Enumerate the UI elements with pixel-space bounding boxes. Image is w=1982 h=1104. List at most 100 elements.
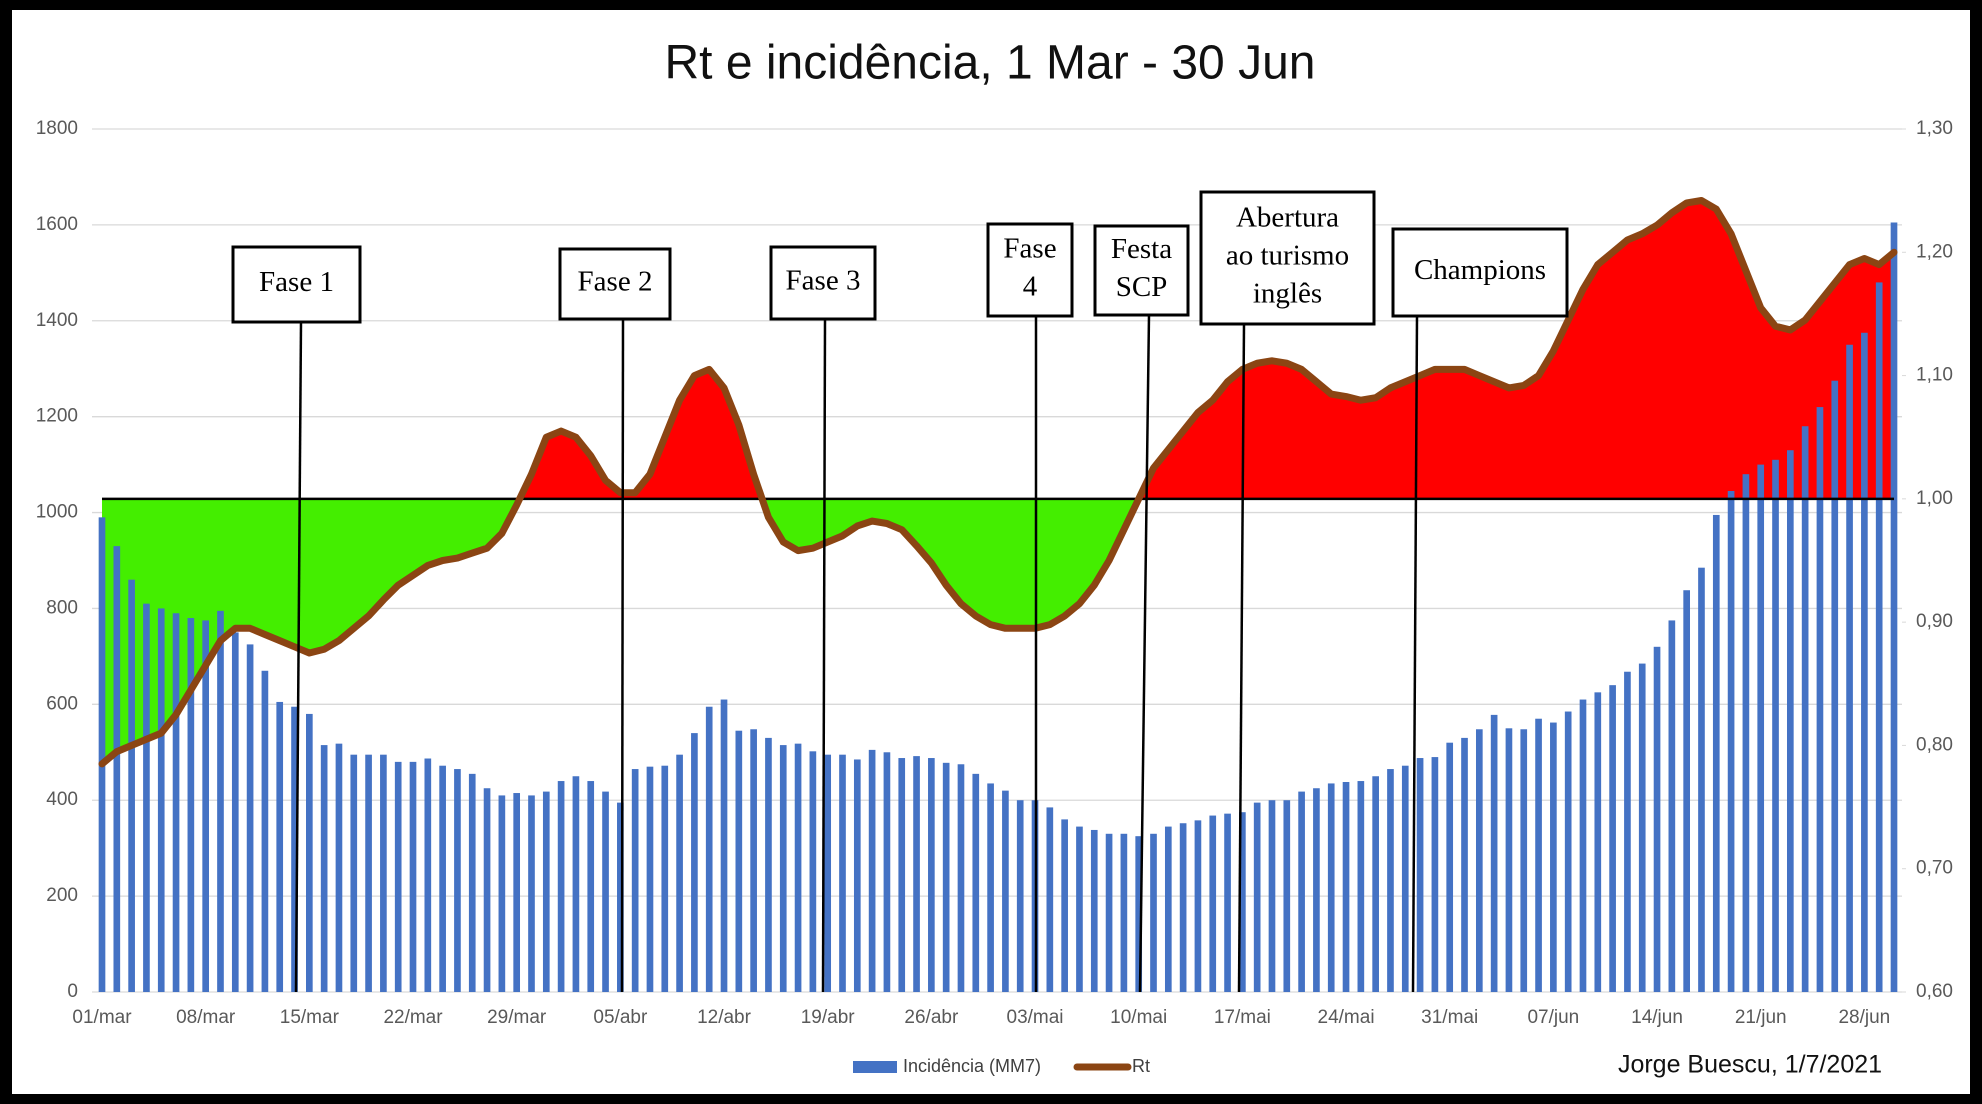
bar xyxy=(1224,813,1231,992)
rt-area-above xyxy=(102,200,1894,499)
bar xyxy=(1564,711,1572,992)
bar xyxy=(617,802,624,992)
bar xyxy=(1090,829,1098,992)
annotation-box xyxy=(769,245,877,321)
x-tick-label: 29/mar xyxy=(487,1007,547,1028)
y-tick-label: 1800 xyxy=(36,118,78,139)
bar xyxy=(1698,567,1705,992)
bar xyxy=(1239,812,1246,992)
bar xyxy=(1016,800,1024,992)
bar xyxy=(1105,833,1113,992)
annotation-text: Champions xyxy=(1414,254,1546,286)
bar xyxy=(113,546,121,992)
bar xyxy=(735,730,743,992)
bar xyxy=(172,613,180,992)
bar xyxy=(202,620,210,992)
bar xyxy=(335,743,343,992)
bar xyxy=(913,756,920,992)
rt-area-below xyxy=(102,498,1139,764)
annotation-box xyxy=(1391,227,1569,318)
annotation-leader xyxy=(620,318,625,993)
bar xyxy=(1831,380,1839,992)
bar xyxy=(1875,282,1883,992)
bar xyxy=(246,644,254,992)
y-tick-label: 1600 xyxy=(36,214,78,235)
x-tick-label: 24/mai xyxy=(1318,1007,1375,1028)
annotation-leader xyxy=(821,318,827,993)
bar xyxy=(691,733,698,992)
bar xyxy=(1387,769,1394,992)
bar xyxy=(1475,729,1483,992)
bar xyxy=(261,670,269,992)
bar xyxy=(1416,758,1424,992)
annotation-leader xyxy=(1411,315,1419,993)
y2-tick-label: 1,00 xyxy=(1916,488,1953,509)
y2-tick-label: 0,90 xyxy=(1916,611,1953,632)
bar xyxy=(498,795,506,992)
bar xyxy=(320,745,328,992)
bar xyxy=(1683,590,1690,992)
bar xyxy=(1401,765,1409,992)
y2-tick-label: 1,20 xyxy=(1916,241,1953,262)
bar xyxy=(217,610,224,992)
bar xyxy=(972,773,980,992)
bar xyxy=(1461,737,1468,992)
bar xyxy=(587,781,595,992)
bar xyxy=(809,751,817,992)
bar xyxy=(528,795,535,992)
y2-tick-label: 0,60 xyxy=(1916,981,1953,1002)
annotation-box xyxy=(1199,190,1376,326)
bar xyxy=(750,729,757,992)
bar xyxy=(661,765,669,992)
y2-tick-label: 0,80 xyxy=(1916,734,1953,755)
legend-label: Rt xyxy=(1132,1056,1150,1076)
x-tick-label: 17/mai xyxy=(1214,1007,1271,1028)
y-tick-label: 1000 xyxy=(36,502,78,523)
x-tick-label: 15/mar xyxy=(280,1007,340,1028)
bar xyxy=(1624,671,1631,992)
bar xyxy=(1061,819,1068,992)
bar xyxy=(631,769,639,992)
annotation-text: Abertura xyxy=(1236,202,1339,234)
bar xyxy=(157,608,165,992)
bar xyxy=(1816,407,1824,993)
bar xyxy=(1668,620,1676,992)
chart-title: Rt e incidência, 1 Mar - 30 Jun xyxy=(665,37,1316,90)
credit: Jorge Buescu, 1/7/2021 xyxy=(1618,1051,1882,1079)
y-tick-label: 800 xyxy=(46,597,78,618)
x-tick-label: 10/mai xyxy=(1110,1007,1167,1028)
annotation-leader xyxy=(1138,314,1151,993)
bar xyxy=(1727,490,1735,992)
bar xyxy=(765,737,772,992)
bar xyxy=(1490,714,1498,992)
bar xyxy=(1520,729,1528,992)
annotation-text: Fase xyxy=(1003,233,1056,265)
bar xyxy=(1076,826,1083,992)
bar xyxy=(794,743,802,992)
bar xyxy=(187,618,195,992)
annotation-text: Fase 1 xyxy=(259,266,334,298)
bar xyxy=(883,752,891,992)
bar xyxy=(365,754,372,992)
y-tick-label: 600 xyxy=(46,693,78,714)
bar xyxy=(853,759,861,992)
bar xyxy=(1135,836,1143,992)
bar xyxy=(705,706,713,992)
bar xyxy=(143,603,150,992)
x-tick-label: 21/jun xyxy=(1735,1007,1787,1028)
annotation-text: inglês xyxy=(1253,278,1322,310)
x-tick-label: 31/mai xyxy=(1421,1007,1478,1028)
bar xyxy=(1268,800,1276,992)
bar xyxy=(1342,782,1350,992)
x-tick-label: 14/jun xyxy=(1631,1007,1683,1028)
bar xyxy=(454,769,461,992)
bar xyxy=(1846,344,1853,992)
bar xyxy=(1890,222,1898,992)
bar xyxy=(1283,800,1291,992)
x-tick-label: 07/jun xyxy=(1527,1007,1579,1028)
bar xyxy=(409,761,417,992)
bar xyxy=(1120,833,1128,992)
bar xyxy=(1579,699,1587,992)
annotation-text: ao turismo xyxy=(1226,240,1349,272)
